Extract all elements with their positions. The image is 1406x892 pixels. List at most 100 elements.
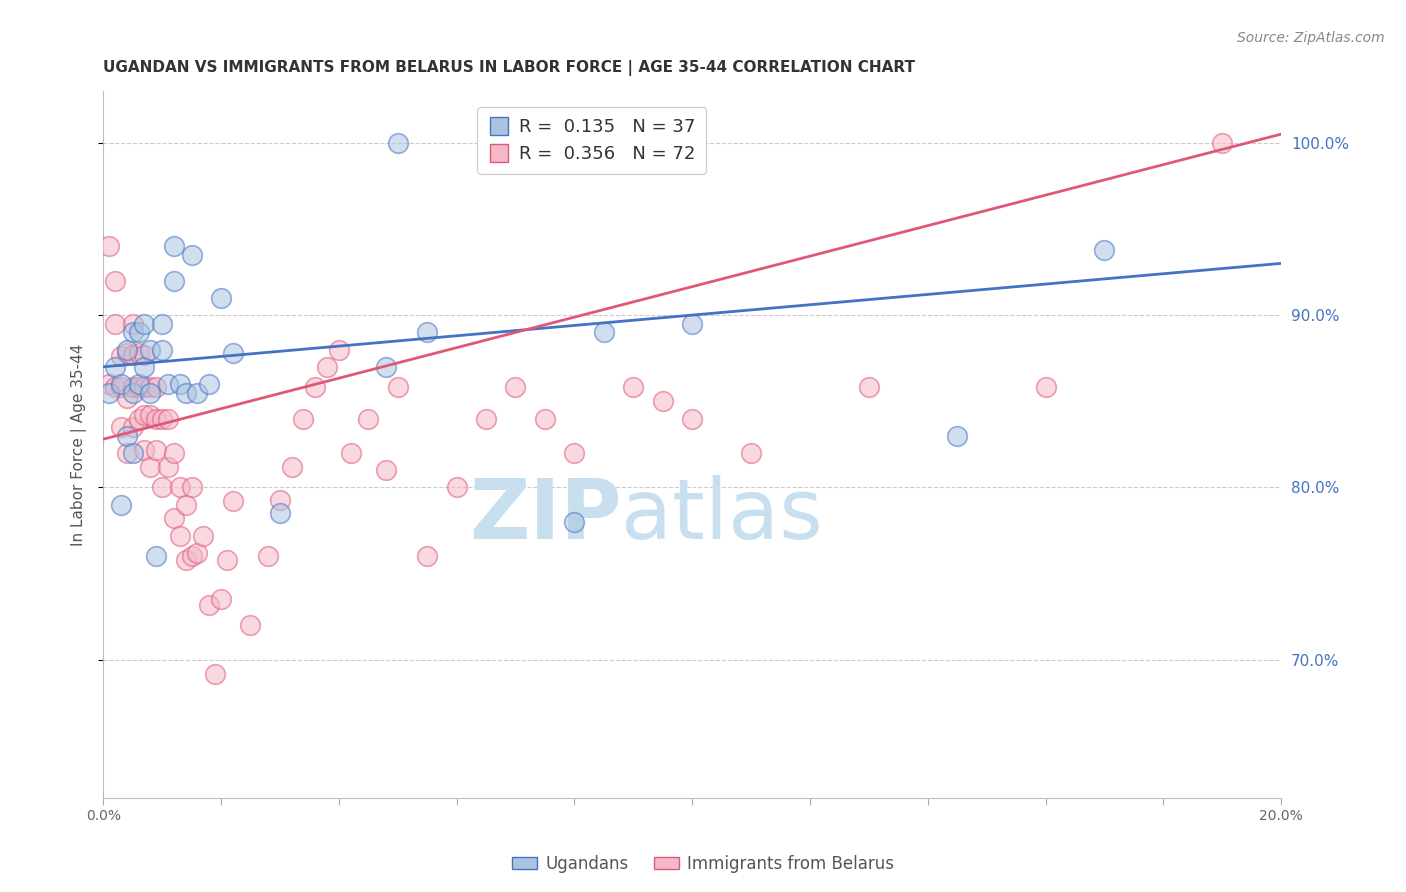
Point <box>139 459 162 474</box>
Point <box>174 498 197 512</box>
Point <box>163 511 186 525</box>
Point <box>304 380 326 394</box>
Text: Source: ZipAtlas.com: Source: ZipAtlas.com <box>1237 31 1385 45</box>
Point <box>387 380 409 394</box>
Point <box>357 411 380 425</box>
Point <box>115 346 138 360</box>
Point <box>110 350 132 364</box>
Point <box>110 380 132 394</box>
Point <box>681 411 703 425</box>
Point <box>180 480 202 494</box>
Point <box>134 380 156 394</box>
Point <box>156 459 179 474</box>
Point <box>651 394 673 409</box>
Point <box>180 549 202 564</box>
Point <box>134 442 156 457</box>
Point <box>115 343 138 357</box>
Point <box>534 411 557 425</box>
Point <box>163 446 186 460</box>
Point <box>174 385 197 400</box>
Point <box>121 385 143 400</box>
Point <box>98 385 121 400</box>
Point <box>858 380 880 394</box>
Point <box>1035 380 1057 394</box>
Point <box>128 377 150 392</box>
Point <box>139 380 162 394</box>
Point <box>180 248 202 262</box>
Point <box>174 553 197 567</box>
Point <box>592 326 614 340</box>
Point <box>204 666 226 681</box>
Point <box>134 348 156 362</box>
Point <box>104 317 127 331</box>
Point <box>215 553 238 567</box>
Point <box>145 442 167 457</box>
Text: ZIP: ZIP <box>470 475 621 556</box>
Point <box>121 317 143 331</box>
Point <box>621 380 644 394</box>
Point <box>150 480 173 494</box>
Point <box>139 385 162 400</box>
Point <box>98 239 121 253</box>
Point <box>186 546 208 560</box>
Point <box>156 411 179 425</box>
Point <box>169 377 191 392</box>
Point <box>121 348 143 362</box>
Point <box>387 136 409 150</box>
Point <box>186 385 208 400</box>
Point <box>1094 243 1116 257</box>
Point <box>150 411 173 425</box>
Point <box>115 446 138 460</box>
Point <box>446 480 468 494</box>
Point <box>239 618 262 632</box>
Point <box>475 411 498 425</box>
Point <box>115 391 138 405</box>
Point <box>316 359 339 374</box>
Point <box>110 420 132 434</box>
Point <box>374 463 396 477</box>
Text: atlas: atlas <box>621 475 824 556</box>
Point <box>374 359 396 374</box>
Point <box>416 326 439 340</box>
Point <box>198 377 221 392</box>
Point <box>104 274 127 288</box>
Point <box>156 377 179 392</box>
Point <box>134 317 156 331</box>
Point <box>564 515 586 529</box>
Point <box>209 592 232 607</box>
Point <box>121 446 143 460</box>
Point <box>169 529 191 543</box>
Point <box>269 492 291 507</box>
Point <box>946 429 969 443</box>
Point <box>128 411 150 425</box>
Point <box>564 446 586 460</box>
Point <box>222 494 245 508</box>
Point <box>139 343 162 357</box>
Point <box>198 598 221 612</box>
Y-axis label: In Labor Force | Age 35-44: In Labor Force | Age 35-44 <box>72 343 87 546</box>
Point <box>150 343 173 357</box>
Point <box>328 343 350 357</box>
Point <box>257 549 280 564</box>
Point <box>505 380 527 394</box>
Legend: Ugandans, Immigrants from Belarus: Ugandans, Immigrants from Belarus <box>505 848 901 880</box>
Legend: R =  0.135   N = 37, R =  0.356   N = 72: R = 0.135 N = 37, R = 0.356 N = 72 <box>478 107 706 174</box>
Point <box>339 446 361 460</box>
Point <box>134 408 156 422</box>
Point <box>128 326 150 340</box>
Point <box>416 549 439 564</box>
Point <box>128 346 150 360</box>
Point <box>222 346 245 360</box>
Point <box>104 359 127 374</box>
Point <box>740 446 762 460</box>
Point <box>163 239 186 253</box>
Point <box>121 380 143 394</box>
Point <box>139 408 162 422</box>
Point <box>110 377 132 392</box>
Point <box>115 429 138 443</box>
Point <box>145 549 167 564</box>
Point <box>145 380 167 394</box>
Point <box>134 359 156 374</box>
Point <box>209 291 232 305</box>
Point <box>150 317 173 331</box>
